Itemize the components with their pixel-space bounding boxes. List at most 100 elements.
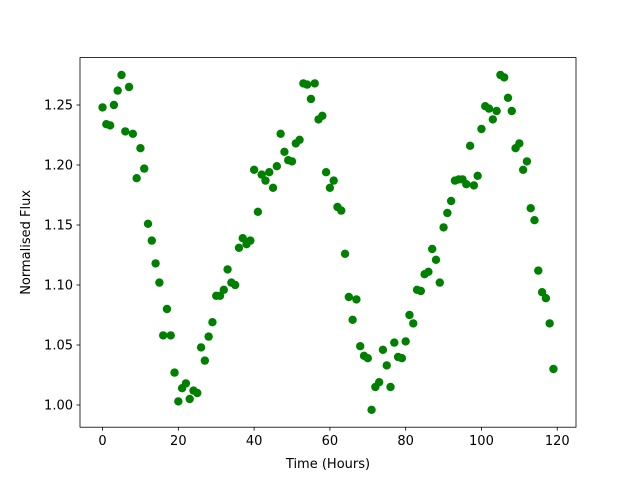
data-point <box>272 162 282 171</box>
data-point <box>215 291 225 300</box>
plot-frame <box>79 57 577 428</box>
data-point <box>534 266 543 275</box>
data-point <box>246 236 255 245</box>
data-point <box>348 315 357 324</box>
data-point <box>253 207 263 216</box>
data-point <box>424 267 433 276</box>
y-tick-label: 1.05 <box>44 339 73 354</box>
data-point <box>268 183 278 192</box>
data-point <box>287 157 297 166</box>
data-point <box>526 204 535 213</box>
y-tick-label: 1.10 <box>44 279 73 294</box>
data-point <box>537 288 547 297</box>
data-point <box>329 176 338 185</box>
data-point <box>356 342 365 351</box>
data-point <box>337 206 346 215</box>
data-point <box>143 219 153 228</box>
data-point <box>390 338 399 347</box>
data-point <box>541 294 551 303</box>
data-point <box>435 278 444 287</box>
data-point <box>196 343 206 352</box>
data-point <box>280 147 289 156</box>
y-tick-label: 1.00 <box>44 399 73 414</box>
data-point <box>340 249 350 258</box>
data-point <box>147 236 157 245</box>
data-point <box>158 331 168 340</box>
data-point <box>219 285 228 294</box>
data-point <box>352 295 361 304</box>
data-point <box>136 144 145 153</box>
data-point <box>367 405 376 414</box>
data-point <box>549 364 558 374</box>
data-point <box>401 337 410 346</box>
x-tick-label: 40 <box>246 434 263 449</box>
data-point <box>488 115 498 124</box>
data-point <box>223 265 232 274</box>
x-tick-label: 60 <box>322 434 339 449</box>
x-tick-label: 100 <box>469 434 494 449</box>
data-point <box>469 181 479 190</box>
data-point <box>208 318 217 327</box>
data-point <box>325 183 335 192</box>
data-point <box>117 70 126 80</box>
data-point <box>140 164 149 173</box>
data-point <box>105 121 115 130</box>
data-point <box>473 171 482 180</box>
data-point <box>518 165 528 174</box>
data-point <box>128 129 138 138</box>
data-point <box>492 106 501 116</box>
data-point <box>257 170 266 179</box>
data-point <box>374 378 384 387</box>
data-point <box>98 103 107 112</box>
data-point <box>462 180 471 189</box>
data-point <box>265 168 274 177</box>
data-point <box>230 280 240 290</box>
data-point <box>515 139 524 148</box>
data-point <box>249 165 259 174</box>
data-point <box>166 331 175 340</box>
data-point <box>318 111 327 121</box>
y-axis-label: Normalised Flux <box>19 190 34 295</box>
data-point <box>174 397 183 406</box>
data-point <box>545 319 554 328</box>
data-point <box>234 243 244 252</box>
data-point <box>306 94 316 104</box>
data-point <box>443 208 452 218</box>
data-point <box>405 310 414 320</box>
data-point <box>181 379 191 388</box>
data-point <box>503 93 513 103</box>
data-point <box>162 304 172 314</box>
data-point <box>121 127 130 136</box>
data-point <box>530 216 539 225</box>
data-point <box>344 292 354 302</box>
data-point <box>295 135 304 144</box>
data-point <box>321 168 331 177</box>
data-point <box>109 100 119 110</box>
data-point <box>132 174 141 183</box>
data-point <box>416 286 426 296</box>
data-point <box>507 106 516 116</box>
data-point <box>261 176 270 185</box>
data-point <box>155 278 164 287</box>
y-tick-label: 1.25 <box>44 99 73 114</box>
data-point <box>484 104 494 113</box>
data-point <box>446 196 456 206</box>
data-point <box>363 354 372 363</box>
data-point <box>397 354 407 363</box>
data-point <box>185 394 194 404</box>
x-tick-label: 120 <box>545 434 570 449</box>
data-point <box>499 73 509 82</box>
data-point <box>439 223 448 232</box>
x-tick-label: 80 <box>397 434 414 449</box>
data-point <box>124 82 134 92</box>
data-point <box>386 382 395 392</box>
data-point <box>113 86 122 95</box>
data-point <box>193 388 202 398</box>
data-point <box>409 319 418 328</box>
data-point <box>382 361 391 370</box>
x-tick-label: 20 <box>170 434 187 449</box>
data-point <box>276 129 285 138</box>
data-point <box>477 124 486 134</box>
